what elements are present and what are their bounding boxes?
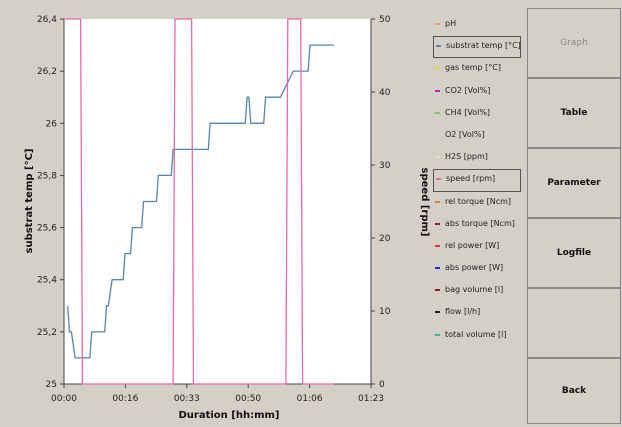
series-layer xyxy=(64,18,334,385)
legend-item[interactable]: total volume [l] xyxy=(428,325,524,347)
y-left-tick-label: 25,4 xyxy=(37,276,57,286)
legend-item[interactable]: CH4 [Vol%] xyxy=(428,103,524,125)
legend-swatch xyxy=(435,267,440,270)
legend-swatch xyxy=(436,45,441,48)
legend-label: rel torque [Ncm] xyxy=(445,196,512,206)
y-right-tick-label: 20 xyxy=(379,234,391,244)
y-right-tick-label: 0 xyxy=(379,380,385,390)
legend-label: H2S [ppm] xyxy=(445,152,488,162)
x-axis-label: Duration [hh:mm] xyxy=(179,410,280,421)
legend-item[interactable]: pH xyxy=(428,14,524,36)
y-axis-left-label: substrat temp [°C] xyxy=(24,148,35,253)
legend-item[interactable]: CO2 [Vol%] xyxy=(428,81,524,103)
legend-item[interactable]: H2S [ppm] xyxy=(428,147,524,169)
legend-swatch xyxy=(435,156,440,159)
legend-label: CH4 [Vol%] xyxy=(445,107,491,117)
chart-area: 00:00 00:16 00:33 00:50 01:06 01:23 25 25,2 25,… xyxy=(24,15,430,421)
legend-swatch xyxy=(435,333,440,336)
y-right-tick-label: 40 xyxy=(379,88,391,98)
legend-item[interactable]: abs power [W] xyxy=(428,258,524,280)
sidebar: Graph Table Parameter Logfile Back xyxy=(527,8,621,424)
x-tick-label: 00:50 xyxy=(235,394,261,404)
legend-swatch xyxy=(435,289,440,292)
legend-swatch xyxy=(435,311,440,314)
legend-label: bag volume [l] xyxy=(445,285,504,295)
table-button[interactable]: Table xyxy=(527,78,621,148)
x-tick-label: 00:16 xyxy=(112,394,138,404)
y-left-tick-label: 25,8 xyxy=(37,171,57,181)
x-tick-label: 01:23 xyxy=(358,394,384,404)
legend-swatch xyxy=(435,67,440,70)
legend-swatch xyxy=(435,200,440,203)
y-left-tick-label: 25,2 xyxy=(37,328,57,338)
legend-label: O2 [Vol%] xyxy=(445,129,485,139)
logfile-button[interactable]: Logfile xyxy=(527,218,621,288)
y-left-tick-label: 26,4 xyxy=(37,15,57,25)
y-axis-left: 25 25,2 25,4 25,6 25,8 26 26,2 26,4 xyxy=(37,15,65,390)
series-line-substrat-temp xyxy=(67,44,334,359)
legend-label: pH xyxy=(445,19,457,28)
legend-item[interactable]: gas temp [°C] xyxy=(428,58,524,80)
legend-label: abs power [W] xyxy=(445,263,504,273)
y-left-tick-label: 25 xyxy=(46,380,57,390)
plot-background xyxy=(64,19,371,384)
legend-label: rel power [W] xyxy=(445,240,500,250)
parameter-button[interactable]: Parameter xyxy=(527,148,621,218)
legend-swatch xyxy=(436,178,441,181)
y-right-tick-label: 50 xyxy=(379,15,391,25)
legend-label: speed [rpm] xyxy=(446,174,496,184)
legend-label: CO2 [Vol%] xyxy=(445,85,491,95)
series-line-speed xyxy=(64,18,334,385)
legend-item[interactable]: bag volume [l] xyxy=(428,280,524,302)
legend-swatch xyxy=(435,244,440,247)
legend: pH substrat temp [°C] gas temp [°C] CO2 [Vo… xyxy=(428,14,524,347)
x-tick-label: 01:06 xyxy=(297,394,323,404)
legend-label: substrat temp [°C] xyxy=(446,41,521,51)
x-axis: 00:00 00:16 00:33 00:50 01:06 01:23 xyxy=(51,383,384,404)
legend-label: abs torque [Ncm] xyxy=(445,218,515,228)
legend-label: flow [l/h] xyxy=(445,307,481,317)
y-right-tick-label: 10 xyxy=(379,307,391,317)
y-axis-right: 0 10 20 30 40 50 xyxy=(370,15,391,390)
legend-swatch xyxy=(435,133,440,136)
graph-button[interactable]: Graph xyxy=(527,8,621,78)
y-left-tick-label: 25,6 xyxy=(37,224,57,234)
legend-item[interactable]: substrat temp [°C] xyxy=(433,36,521,59)
legend-item[interactable]: abs torque [Ncm] xyxy=(428,214,524,236)
legend-item[interactable]: rel power [W] xyxy=(428,236,524,258)
back-button[interactable]: Back xyxy=(527,358,621,424)
x-tick-label: 00:33 xyxy=(174,394,200,404)
x-tick-label: 00:00 xyxy=(51,394,77,404)
legend-item[interactable]: flow [l/h] xyxy=(428,302,524,324)
y-axis-right-label: speed [rpm] xyxy=(419,168,430,237)
y-left-tick-label: 26 xyxy=(46,119,58,129)
legend-swatch xyxy=(435,111,440,114)
y-right-tick-label: 30 xyxy=(379,161,391,171)
legend-swatch xyxy=(435,222,440,225)
legend-item[interactable]: speed [rpm] xyxy=(433,169,521,192)
legend-item[interactable]: rel torque [Ncm] xyxy=(428,192,524,214)
legend-swatch xyxy=(435,23,440,25)
y-left-tick-label: 26,2 xyxy=(37,67,57,77)
legend-label: gas temp [°C] xyxy=(445,63,501,73)
blank-button[interactable] xyxy=(527,288,621,358)
legend-swatch xyxy=(435,89,440,92)
legend-item[interactable]: O2 [Vol%] xyxy=(428,125,524,147)
legend-label: total volume [l] xyxy=(445,329,507,339)
